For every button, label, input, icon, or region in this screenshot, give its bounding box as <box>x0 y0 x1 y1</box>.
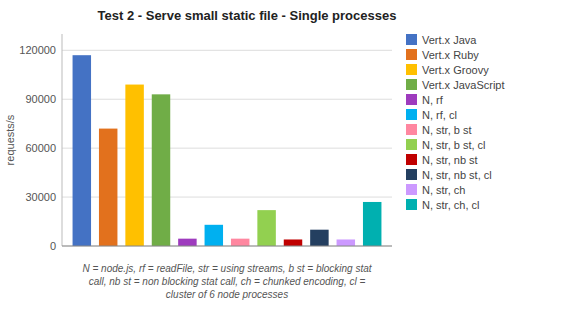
legend-label: Vert.x JavaScript <box>422 79 505 91</box>
legend-swatch <box>406 79 417 90</box>
bar <box>284 239 302 246</box>
footnote: N = node.js, rf = readFile, str = using … <box>82 263 372 300</box>
y-tick-label: 30000 <box>25 191 56 203</box>
legend-swatch <box>406 169 417 180</box>
y-tick-label: 0 <box>50 240 56 252</box>
legend-label: N, str, b st, cl <box>422 139 486 151</box>
legend-label: N, str, nb st <box>422 154 478 166</box>
legend-label: Vert.x Java <box>422 34 477 46</box>
y-axis-line <box>62 34 63 246</box>
grid-line <box>62 99 392 100</box>
legend-swatch <box>406 154 417 165</box>
legend-label: N, str, ch <box>422 184 465 196</box>
bar <box>178 239 196 246</box>
y-tick-label: 120000 <box>19 44 56 56</box>
legend-swatch <box>406 199 417 210</box>
y-tick-label: 60000 <box>25 142 56 154</box>
bars <box>73 55 382 246</box>
bar <box>205 225 223 246</box>
bar <box>99 129 117 246</box>
chart-container: Test 2 - Serve small static file - Singl… <box>0 0 579 336</box>
legend-label: Vert.x Ruby <box>422 49 479 61</box>
bar <box>310 230 328 246</box>
y-tick-label: 90000 <box>25 93 56 105</box>
legend-swatch <box>406 34 417 45</box>
legend-label: N, str, nb st, cl <box>422 169 492 181</box>
bar <box>125 85 143 246</box>
legend-swatch <box>406 109 417 120</box>
grid <box>62 50 392 246</box>
title: Test 2 - Serve small static file - Singl… <box>98 8 397 23</box>
bar <box>152 94 170 246</box>
chart-svg: Test 2 - Serve small static file - Singl… <box>0 0 579 336</box>
footnote-line: cluster of 6 node processes <box>166 289 288 300</box>
legend-swatch <box>406 64 417 75</box>
y-axis-label: requests/s <box>4 114 16 165</box>
legend-label: N, rf, cl <box>422 109 457 121</box>
legend-swatch <box>406 94 417 105</box>
legend-swatch <box>406 139 417 150</box>
legend-swatch <box>406 184 417 195</box>
legend-swatch <box>406 124 417 135</box>
legend-swatch <box>406 49 417 60</box>
legend-label: Vert.x Groovy <box>422 64 489 76</box>
legend-label: N, str, ch, cl <box>422 199 479 211</box>
legend-label: N, rf <box>422 94 444 106</box>
bar <box>257 210 275 246</box>
legend: Vert.x Java Vert.x Ruby Vert.x Groovy Vert.… <box>406 34 505 211</box>
footnote-line: N = node.js, rf = readFile, str = using … <box>82 263 372 274</box>
bar <box>231 239 249 246</box>
bar <box>73 55 91 246</box>
grid-line <box>62 50 392 51</box>
legend-label: N, str, b st <box>422 124 472 136</box>
bar <box>337 239 355 246</box>
footnote-line: call, nb st = non blocking stat call, ch… <box>89 276 366 287</box>
x-axis-line <box>62 246 392 247</box>
grid-line <box>62 246 392 247</box>
bar <box>363 202 381 246</box>
